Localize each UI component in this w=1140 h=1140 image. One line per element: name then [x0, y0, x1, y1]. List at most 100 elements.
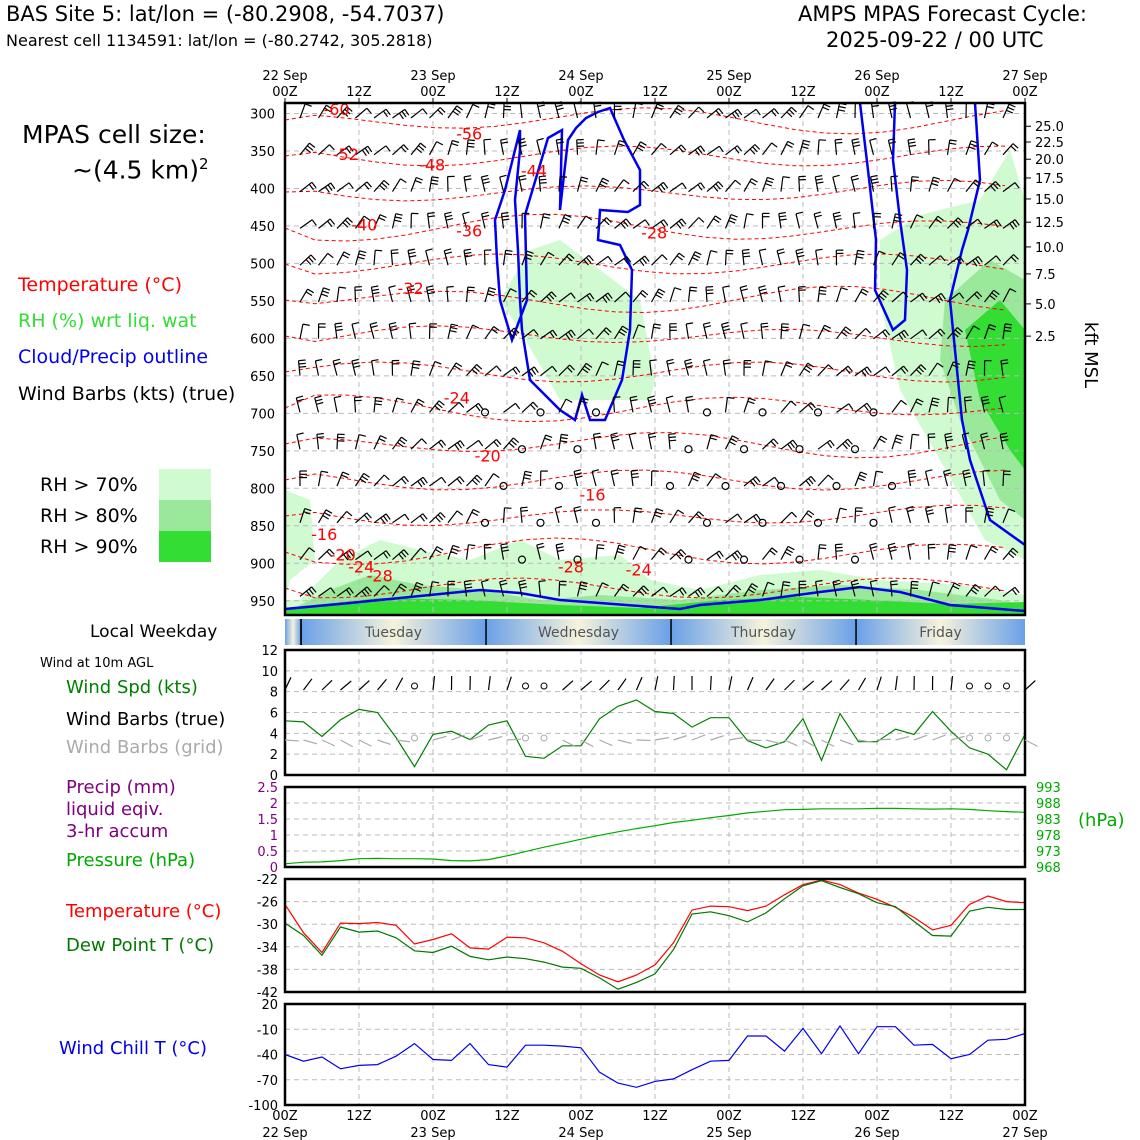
wind-barb-flag — [871, 178, 879, 181]
wind-barb-flag — [981, 395, 989, 399]
wind-barb-flag — [953, 361, 960, 365]
wind-barb-flag — [715, 183, 721, 190]
wind-barb-flag — [611, 435, 619, 439]
wind-barb — [891, 434, 898, 450]
wind-barb-flag — [409, 322, 417, 325]
wind-barb-flag — [322, 290, 330, 294]
wind-barb-flag — [620, 222, 626, 229]
wind-barb-flag — [456, 478, 462, 485]
wind-barb-flag — [906, 505, 914, 509]
wind-barb-flag — [481, 579, 489, 583]
wind-barb-flag — [717, 181, 724, 188]
wind-barb-flag — [361, 149, 367, 157]
kft-tick-label: 5.0 — [1035, 298, 1056, 313]
wind-barb — [780, 141, 789, 156]
wind-barb-flag — [666, 395, 674, 399]
y-tick-label: -30 — [257, 918, 278, 933]
wind-barb-flag — [475, 405, 481, 412]
wind-barb-flag — [996, 219, 1002, 226]
wind-barb-flag — [568, 253, 575, 259]
pressure-label: Pressure (hPa) — [66, 850, 196, 871]
wind-barb — [888, 103, 893, 119]
wind-barb-flag — [623, 258, 629, 265]
wind-barb-flag — [1004, 323, 1012, 326]
wind-barb-flag — [546, 295, 552, 302]
wind-barb-flag — [771, 142, 778, 148]
wind-barb — [355, 550, 369, 561]
wind-barb-flag — [1009, 223, 1015, 230]
wind-barb-flag — [589, 293, 595, 300]
wind-barb-flag — [889, 104, 897, 108]
wind-barb-flag — [888, 542, 896, 546]
wind-barb-flag — [335, 325, 343, 328]
bottom-date-label: 23 Sep — [410, 1126, 455, 1140]
wind-barb-flag — [678, 146, 684, 153]
wind-barb-flag — [343, 251, 351, 256]
cloud-outline — [284, 585, 1026, 613]
forecast-cycle: 2025-09-22 / 00 UTC — [826, 28, 1044, 52]
wind-barb — [614, 291, 627, 303]
wind-barb-flag — [747, 400, 755, 405]
wind-barb-flag — [539, 175, 547, 178]
wind-barb-flag — [703, 322, 711, 325]
wind-at-label: Wind at 10m AGL — [40, 656, 154, 671]
wind-barb — [521, 329, 535, 340]
wind-barb-flag — [488, 287, 496, 291]
wind-barb-flag — [819, 544, 827, 546]
wind-barb-flag — [920, 364, 927, 371]
wind-barb-flag — [910, 587, 919, 590]
top-hour-label: 00Z — [272, 85, 298, 100]
wind-barb-flag — [536, 542, 544, 546]
wind-barb — [743, 513, 757, 524]
surface-wind-barb — [802, 680, 815, 691]
wind-barb — [835, 103, 841, 119]
wind-barb — [591, 471, 597, 487]
wind-barb-flag — [922, 329, 928, 336]
wind-barb-flag — [895, 213, 903, 216]
wind-barb — [835, 287, 842, 303]
wind-barb — [687, 287, 691, 303]
wind-barb-flag — [580, 179, 588, 183]
calm-wind-circle — [702, 518, 712, 527]
y-tick-label: -70 — [257, 1074, 278, 1089]
wind-barb — [554, 103, 560, 119]
wind-barb-flag — [695, 513, 702, 520]
isotherm-label: -40 — [351, 215, 377, 234]
wind-barb-flag — [1008, 552, 1015, 559]
wind-barb-flag — [795, 211, 803, 215]
wind-barb-flag — [366, 586, 372, 593]
wind-barb-flag — [366, 181, 372, 188]
grid-wind-barb — [617, 739, 632, 744]
pressure-tick-label: 550 — [250, 295, 275, 310]
wind-barb-flag — [324, 512, 331, 517]
wind-barb-flag — [903, 329, 909, 337]
wind-barb-flag — [404, 513, 410, 521]
wind-barb-flag — [890, 175, 898, 178]
bottom-date-label: 24 Sep — [558, 1126, 603, 1140]
y-tick-label: 0.5 — [257, 845, 278, 860]
wind-barb-flag — [638, 324, 646, 328]
wind-barb-flag — [616, 363, 625, 367]
wind-barb-flag — [454, 108, 461, 114]
wind-barb-flag — [561, 433, 569, 436]
wind-barb-flag — [819, 286, 827, 289]
wind-barb — [984, 181, 996, 193]
wind-barb — [391, 583, 402, 597]
wind-barb — [484, 365, 497, 377]
wind-barb-flag — [972, 259, 978, 267]
wind-barb — [354, 250, 361, 266]
wind-barb-flag — [818, 139, 827, 141]
wind-barb-flag — [925, 506, 933, 509]
top-hour-label: 12Z — [790, 85, 816, 100]
wind-barb — [336, 251, 345, 266]
y-tick-label: 2 — [270, 748, 278, 763]
wind-barb-flag — [926, 509, 934, 512]
wind-barb-flag — [545, 434, 553, 438]
calm-wind-circle — [591, 518, 601, 527]
wind-barb-flag — [617, 547, 625, 551]
wind-barb — [428, 581, 433, 597]
wind-barb-flag — [998, 395, 1007, 399]
wind-barb-flag — [829, 439, 835, 447]
wind-barb-flag — [326, 551, 333, 558]
wind-barb-flag — [465, 586, 473, 589]
